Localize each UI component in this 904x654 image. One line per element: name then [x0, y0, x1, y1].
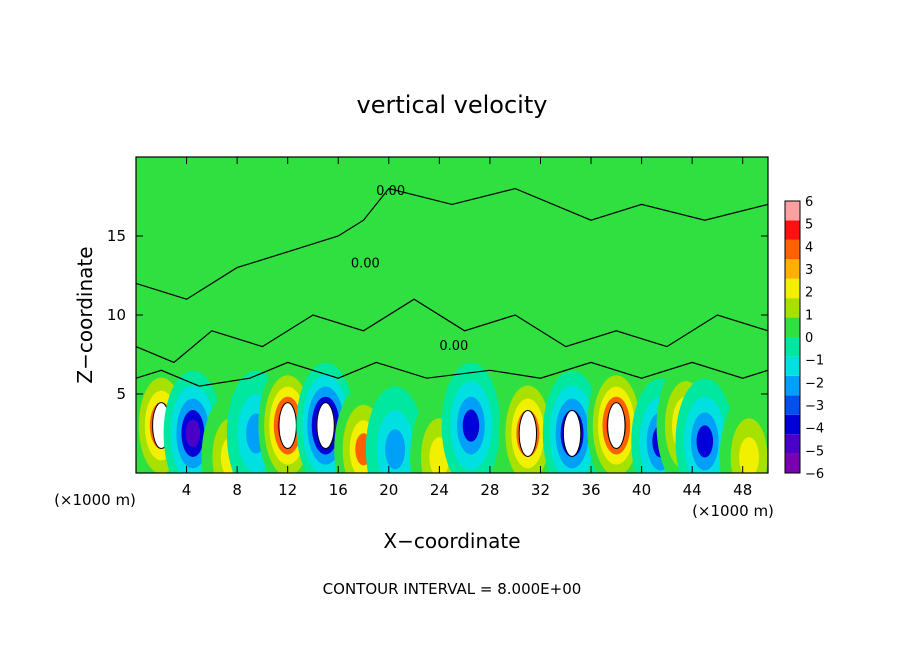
- x-tick-label: 36: [581, 481, 600, 499]
- cell-band: [185, 419, 201, 448]
- cell-extreme-core: [518, 410, 538, 457]
- x-tick-label: 12: [278, 481, 297, 499]
- chart-title: vertical velocity: [357, 91, 548, 119]
- contour-label-1: 0.00: [376, 184, 405, 199]
- colorbar-tick-label: 6: [805, 195, 813, 210]
- zero-contour-line-3: [136, 361, 768, 387]
- colorbar-tick-label: 0: [805, 331, 813, 346]
- zero-contour-line-2: [136, 298, 768, 364]
- x-tick-label: 16: [329, 481, 348, 499]
- colorbar-swatch: [785, 220, 800, 240]
- velocity-cell-17: [719, 394, 768, 473]
- colorbar-swatch: [785, 201, 800, 221]
- colorbar-tick-label: −2: [805, 376, 824, 391]
- cell-extreme-core: [278, 402, 297, 450]
- cell-band: [385, 429, 406, 470]
- colorbar-frame: [784, 200, 801, 474]
- colorbar-tick-label: −1: [805, 354, 824, 369]
- x-tick-label: 8: [232, 481, 242, 499]
- colorbar-tick-label: −5: [805, 444, 824, 459]
- cell-extreme-core: [607, 402, 626, 450]
- x-tick-label: 40: [632, 481, 651, 499]
- x-tick-label: 48: [733, 481, 752, 499]
- x-tick-label: 24: [430, 481, 449, 499]
- x-tick-label: 4: [182, 481, 192, 499]
- colorbar-tick-label: 2: [805, 286, 813, 301]
- velocity-cell-8: [365, 386, 425, 473]
- x-axis-label: X−coordinate: [383, 529, 520, 553]
- colorbar-legend: 6 5 4 3 2 1 0 −1 −2 −3 −4 −5 −6: [784, 195, 824, 482]
- colorbar-swatch: [785, 239, 800, 260]
- x-tick-label: 28: [480, 481, 499, 499]
- cell-band: [462, 409, 480, 442]
- colorbar-swatch: [785, 356, 800, 376]
- x-tick-label: 20: [379, 481, 398, 499]
- colorbar-tick-label: −4: [805, 422, 824, 437]
- colorbar-swatch: [785, 259, 800, 279]
- contour-label-2: 0.00: [439, 339, 468, 354]
- velocity-cell-16: [675, 378, 735, 473]
- plot-area: 0.00 0.00 0.00: [135, 156, 769, 474]
- cell-band: [696, 425, 714, 458]
- y-tick-label: 15: [107, 227, 126, 245]
- velocity-cell-12: [542, 370, 602, 473]
- x-unit-left: (×1000 m): [54, 491, 136, 509]
- x-tick-label: 32: [531, 481, 550, 499]
- colorbar-swatch: [785, 395, 800, 415]
- zero-contour-line-1: [136, 187, 768, 300]
- x-unit-right: (×1000 m): [692, 502, 774, 520]
- cell-band: [739, 437, 760, 473]
- colorbar-swatch: [785, 298, 800, 318]
- y-axis: 5 10 15: [107, 227, 768, 403]
- colorbar-tick-label: −3: [805, 399, 824, 414]
- colorbar-swatch: [785, 434, 800, 454]
- colorbar-swatch: [785, 375, 800, 396]
- colorbar-swatch: [785, 453, 800, 473]
- cell-extreme-core: [316, 402, 335, 450]
- velocity-cell-13: [587, 362, 646, 473]
- colorbar-tick-label: 5: [805, 218, 813, 233]
- colorbar-swatch: [785, 414, 800, 435]
- velocity-cell-11: [498, 370, 558, 473]
- x-axis: 4 8 12 16 20 24 28 32 36 40 44 48: [182, 157, 752, 499]
- colorbar-tick-label: 3: [805, 263, 813, 278]
- colorbar-tick-label: 1: [805, 308, 813, 323]
- y-tick-label: 10: [107, 306, 126, 324]
- velocity-cell-10: [441, 362, 501, 473]
- y-tick-label: 5: [116, 385, 126, 403]
- contour-label-3: 0.00: [351, 257, 380, 272]
- colorbar-swatch: [785, 337, 800, 357]
- colorbar-swatch: [785, 317, 800, 337]
- colorbar-swatch: [785, 278, 800, 299]
- y-axis-label: Z−coordinate: [73, 246, 97, 383]
- colorbar-tick-label: −6: [805, 467, 824, 482]
- colorbar-tick-label: 4: [805, 240, 813, 255]
- x-tick-label: 44: [683, 481, 702, 499]
- zero-contours: 0.00 0.00 0.00: [136, 184, 768, 387]
- cell-extreme-core: [562, 410, 582, 457]
- contour-interval-note: CONTOUR INTERVAL = 8.000E+00: [323, 580, 582, 598]
